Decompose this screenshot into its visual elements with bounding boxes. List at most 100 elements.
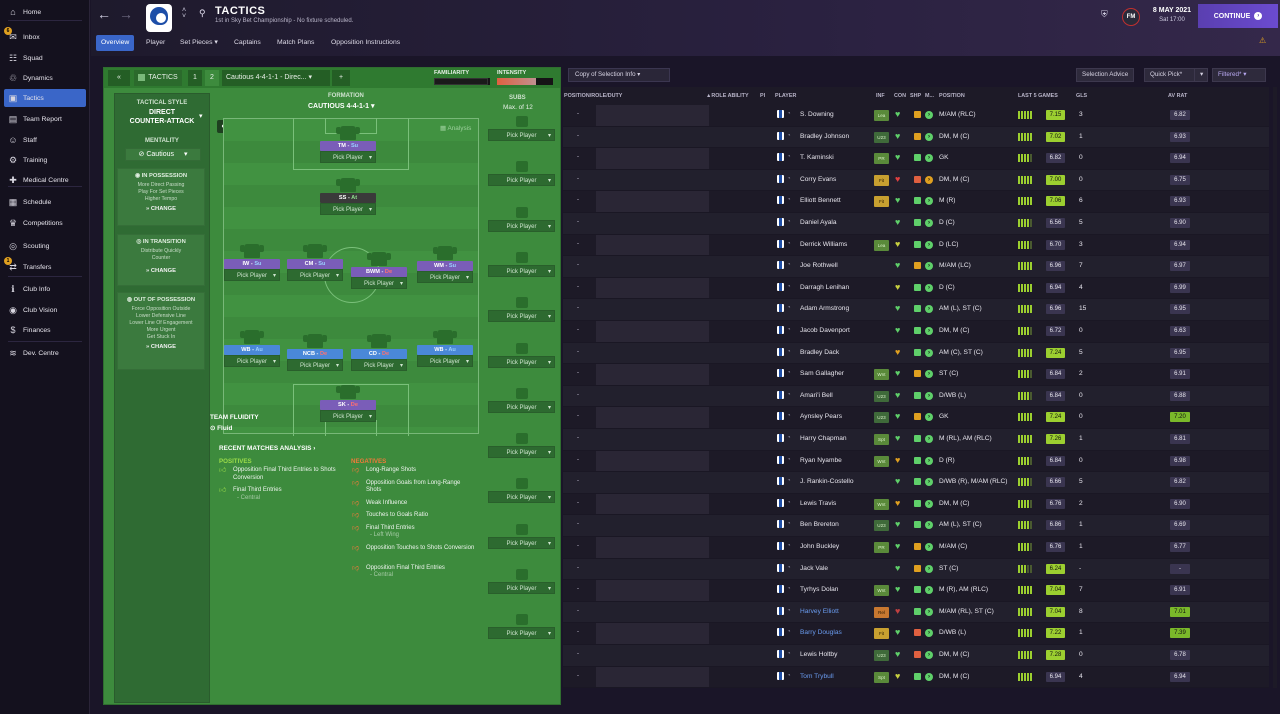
sidebar-item-home[interactable]: ⌂ Home <box>4 3 86 21</box>
player-name[interactable]: Ben Brereton <box>800 521 839 529</box>
position-role-duty-cell[interactable]: - <box>577 607 579 614</box>
tactical-style-name-2[interactable]: COUNTER-ATTACK <box>129 118 195 125</box>
position-role-duty-cell[interactable]: - <box>577 305 579 312</box>
pick-player-dropdown[interactable]: Pick Player <box>488 536 555 550</box>
formation-dropdown[interactable]: CAUTIOUS 4-4-1-1 ▾ <box>308 103 375 110</box>
role-duty-tag[interactable]: BWM - De <box>351 267 407 277</box>
col-gls[interactable]: GLS <box>1076 93 1088 99</box>
pick-player-dropdown[interactable]: Pick Player <box>224 355 280 368</box>
position-role-duty-cell[interactable]: - <box>577 478 579 485</box>
sidebar-item-staff[interactable]: ☺ Staff <box>4 131 86 149</box>
pick-player-dropdown[interactable]: Pick Player <box>488 491 555 504</box>
player-slot-wb[interactable]: WB - Au Pick Player <box>224 330 280 368</box>
tactic-slot-2[interactable]: 2 <box>205 70 219 86</box>
player-name[interactable]: Ryan Nyambe <box>800 456 842 464</box>
recent-matches-title[interactable]: RECENT MATCHES ANALYSIS › <box>219 445 316 452</box>
table-row[interactable]: - ◔ Harry Chapman Spt ♥ › M (RL), AM (RLC) 7.26… <box>563 429 1269 451</box>
table-row[interactable]: - ◔ Sam Gallagher Wnt ♥ › ST (C) 6.84 2 6.91 <box>563 364 1269 386</box>
sidebar-item-dynamics[interactable]: ♲ Dynamics <box>4 69 86 87</box>
player-slot-wb[interactable]: WB - Au Pick Player <box>417 330 473 368</box>
sidebar-item-transfers[interactable]: ⇄ 1 Transfers <box>4 257 86 276</box>
sub-slot[interactable]: Pick Player <box>488 478 555 504</box>
role-duty-tag[interactable]: CM - Su <box>287 259 343 269</box>
player-slot-sk[interactable]: SK - De Pick Player <box>320 385 376 423</box>
pick-player-dropdown[interactable]: Pick Player <box>488 582 555 595</box>
table-row[interactable]: - ◔ Ryan Nyambe Wnt ♥ › D (R) 6.84 0 6.98 <box>563 451 1269 473</box>
position-role-duty-cell[interactable]: - <box>577 391 579 398</box>
player-name[interactable]: Lewis Holtby <box>800 651 838 658</box>
shield-icon[interactable]: ⛨ <box>1101 9 1108 19</box>
player-slot-ss[interactable]: SS - At Pick Player <box>320 178 376 216</box>
position-role-duty-cell[interactable]: - <box>577 672 579 679</box>
sidebar-item-squad[interactable]: ☷ Squad <box>4 49 86 67</box>
pick-player-dropdown[interactable]: Pick Player <box>488 129 555 142</box>
table-row[interactable]: - ◔ J. Rankin-Costello ♥ › D/WB (R), M/AM (RL… <box>563 472 1269 494</box>
analysis-button[interactable]: ▦ Analysis <box>440 124 471 132</box>
back-arrow-icon[interactable]: ← <box>97 6 111 22</box>
sidebar-item-club-vision[interactable]: ◉ Club Vision <box>4 301 86 319</box>
col-last5[interactable]: LAST 5 GAMES <box>1018 93 1058 99</box>
player-name[interactable]: Sam Gallagher <box>800 370 844 378</box>
player-name[interactable]: Bradley Johnson <box>800 132 850 140</box>
player-name[interactable]: Darragh Lenihan <box>800 283 850 291</box>
tactic-name-dropdown[interactable]: Cautious 4-4-1-1 - Direc... ▾ <box>222 70 330 86</box>
table-row[interactable]: - ◔ Adam Armstrong ♥ › AM (L), ST (C) 6.96 15 6.… <box>563 299 1269 321</box>
position-role-duty-cell[interactable]: - <box>577 283 579 290</box>
player-name[interactable]: Bradley Dack <box>800 348 840 356</box>
pick-player-dropdown[interactable]: Pick Player <box>351 277 407 290</box>
chevron-down-icon[interactable]: ▾ <box>199 113 203 120</box>
player-name[interactable]: Lewis Travis <box>800 499 837 507</box>
col-m[interactable]: M... <box>925 93 934 99</box>
player-name[interactable]: Joe Rothwell <box>800 262 838 270</box>
sub-slot[interactable]: Pick Player <box>488 251 555 278</box>
role-duty-tag[interactable]: CD - De <box>351 349 407 359</box>
position-role-duty-cell[interactable]: - <box>577 499 579 506</box>
player-name[interactable]: Adam Armstrong <box>800 305 850 313</box>
tab-match-plans[interactable]: Match Plans <box>277 39 315 46</box>
player-name[interactable]: Jack Vale <box>800 564 829 572</box>
table-row[interactable]: - ◔ Lewis Travis Wnt ♥ › DM, M (C) 6.76 2 6.90 <box>563 494 1269 516</box>
col-position-role-duty[interactable]: POSITION/ROLE/DUTY <box>564 93 623 99</box>
search-icon[interactable]: ⚲ <box>199 8 206 18</box>
sidebar-item-finances[interactable]: $ Finances <box>4 321 86 339</box>
player-name[interactable]: Harvey Elliott <box>800 607 839 615</box>
player-slot-iw[interactable]: IW - Su Pick Player <box>224 244 280 282</box>
sidebar-item-dev-centre[interactable]: ≋ Dev. Centre <box>4 344 86 362</box>
role-duty-tag[interactable]: WM - Su <box>417 261 473 271</box>
pick-player-dropdown[interactable]: Pick Player <box>287 359 343 372</box>
player-name[interactable]: Daniel Ayala <box>800 219 837 226</box>
player-name[interactable]: T. Kaminski <box>800 154 834 162</box>
table-row[interactable]: - ◔ Bradley Dack ♥ › AM (C), ST (C) 7.24 5 6.95 <box>563 342 1269 365</box>
sub-slot[interactable]: Pick Player <box>488 523 555 550</box>
col-shp[interactable]: SHP <box>910 93 922 99</box>
player-slot-bwm[interactable]: BWM - De Pick Player <box>351 252 407 290</box>
sub-slot[interactable]: Pick Player <box>488 387 555 414</box>
role-duty-tag[interactable]: NCB - De <box>287 349 343 359</box>
sub-slot[interactable]: Pick Player <box>488 433 555 459</box>
player-name[interactable]: John Buckley <box>800 543 840 550</box>
player-name[interactable]: Barry Douglas <box>800 629 842 637</box>
tab-opposition-instructions[interactable]: Opposition Instructions <box>331 39 401 46</box>
table-row[interactable]: - ◔ John Buckley PR ♥ › M/AM (C) 6.76 1 6.77 <box>563 537 1269 559</box>
player-name[interactable]: Aynsley Pears <box>800 413 843 421</box>
add-tactic-button[interactable]: + <box>332 70 350 86</box>
position-role-duty-cell[interactable]: - <box>577 132 579 139</box>
player-slot-tm[interactable]: TM - Su Pick Player <box>320 126 376 164</box>
pick-player-dropdown[interactable]: Pick Player <box>287 269 343 282</box>
role-duty-tag[interactable]: WB - Au <box>224 345 280 355</box>
tab-overview[interactable]: Overview <box>96 35 135 51</box>
player-slot-ncb[interactable]: NCB - De Pick Player <box>287 334 343 372</box>
sub-slot[interactable]: Pick Player <box>488 297 555 323</box>
tab-player[interactable]: Player <box>146 39 166 46</box>
player-name[interactable]: Tom Trybull <box>800 672 834 680</box>
position-role-duty-cell[interactable]: - <box>577 370 579 377</box>
table-row[interactable]: - ◔ Bradley Johnson U23 ♥ › DM, M (C) 7.02 1 6.93 <box>563 126 1269 149</box>
col-role-ability[interactable]: ▲ROLE ABILITY <box>706 93 749 99</box>
pick-player-dropdown[interactable]: Pick Player <box>488 446 555 459</box>
position-role-duty-cell[interactable]: - <box>577 111 579 117</box>
sidebar-item-club-info[interactable]: ℹ Club Info <box>4 280 86 298</box>
sub-slot[interactable]: Pick Player <box>488 206 555 233</box>
position-role-duty-cell[interactable]: - <box>577 262 579 269</box>
notification-icon[interactable]: ⚠ <box>1259 36 1267 45</box>
pick-player-dropdown[interactable]: Pick Player <box>488 355 555 369</box>
